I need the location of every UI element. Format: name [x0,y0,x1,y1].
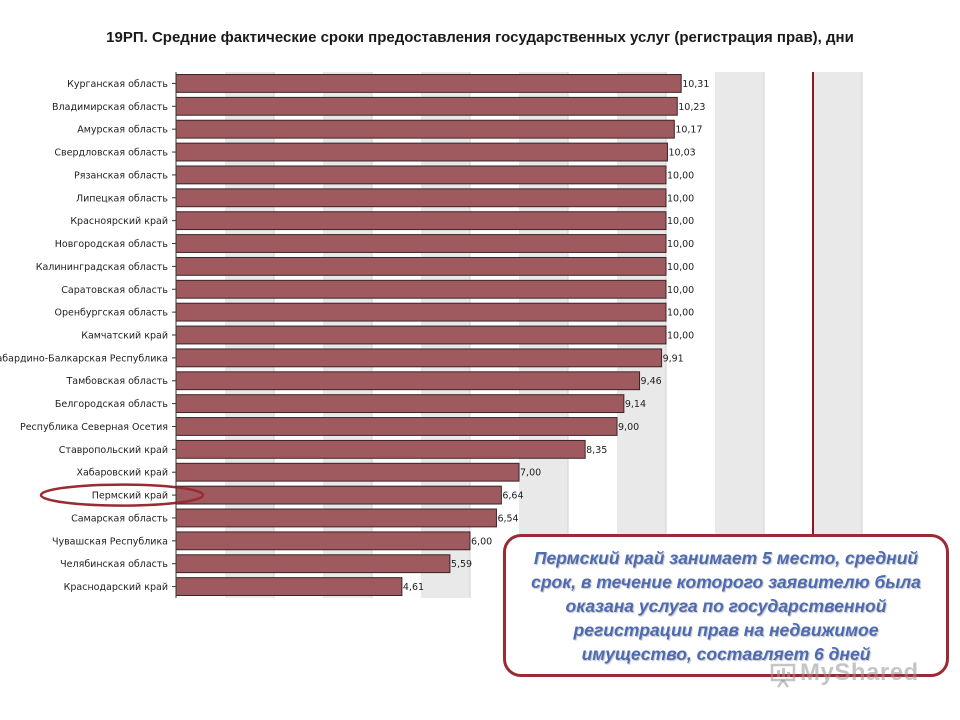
highlight-ellipse [39,483,205,507]
callout-text: Пермский край занимает 5 место, средний … [531,547,921,664]
category-label: Тамбовская область [66,376,169,387]
value-label: 9,14 [625,399,646,410]
value-label: 10,00 [667,193,694,204]
value-label: 10,31 [682,79,709,90]
bar [175,462,520,482]
bar [175,211,667,231]
category-label: Владимирская область [52,102,168,113]
chart-title: 19РП. Средние фактические сроки предоста… [106,29,854,46]
bar [175,439,586,459]
value-label: 9,91 [663,353,684,364]
bar [175,348,663,368]
category-label: Краснодарский край [64,582,168,593]
watermark-text: MyShared [800,659,919,686]
category-label: Чувашская Республика [52,536,168,547]
category-label: Кабардино-Балкарская Республика [0,353,168,364]
bar [175,74,682,93]
value-label: 9,46 [641,376,662,387]
value-label: 6,54 [497,513,518,524]
callout-box: Пермский край занимает 5 место, средний … [503,534,949,677]
category-label: Ставропольский край [59,445,168,456]
category-label: Хабаровский край [76,468,168,479]
bar [175,188,667,208]
bar [175,165,667,185]
presentation-icon [770,663,796,688]
bar [175,394,625,414]
bar [175,325,667,345]
bar [175,554,451,574]
category-label: Саратовская область [61,285,168,296]
category-label: Калининградская область [36,262,169,273]
value-label: 9,00 [618,422,639,433]
category-label: Свердловская область [54,148,168,159]
value-label: 4,61 [403,582,424,593]
value-label: 6,00 [471,536,492,547]
value-label: 10,00 [667,170,694,181]
bar [175,142,668,162]
category-label: Белгородская область [55,399,168,410]
value-label: 10,23 [678,102,705,113]
bar [175,302,667,322]
value-label: 10,03 [668,148,695,159]
value-label: 6,64 [502,491,523,502]
category-label: Новгородская область [55,239,169,250]
bar [175,96,678,116]
category-label: Самарская область [71,513,168,524]
bar [175,371,641,391]
category-label: Камчатский край [81,331,168,342]
category-label: Липецкая область [76,193,168,204]
value-label: 10,00 [667,285,694,296]
bar [175,119,675,139]
category-label: Амурская область [77,125,168,136]
bar [175,485,502,505]
category-label: Республика Северная Осетия [20,422,168,433]
bar [175,577,403,596]
value-label: 5,59 [451,559,472,570]
bar [175,531,471,551]
category-label: Курганская область [67,79,168,90]
category-label: Рязанская область [74,170,168,181]
value-label: 10,00 [667,331,694,342]
value-label: 10,00 [667,216,694,227]
category-label: Челябинская область [60,559,168,570]
value-label: 10,00 [667,262,694,273]
bar [175,256,667,276]
bar [175,279,667,299]
value-label: 8,35 [586,445,607,456]
category-label: Пермский край [92,491,168,502]
bar [175,508,497,528]
bar [175,417,618,436]
category-label: Оренбургская область [54,308,168,319]
bar [175,234,667,253]
value-label: 10,00 [667,308,694,319]
value-label: 10,17 [675,125,702,136]
value-label: 7,00 [520,468,541,479]
grid-band [813,72,862,598]
grid-band [715,72,764,598]
value-label: 10,00 [667,239,694,250]
category-label: Красноярский край [70,216,168,227]
